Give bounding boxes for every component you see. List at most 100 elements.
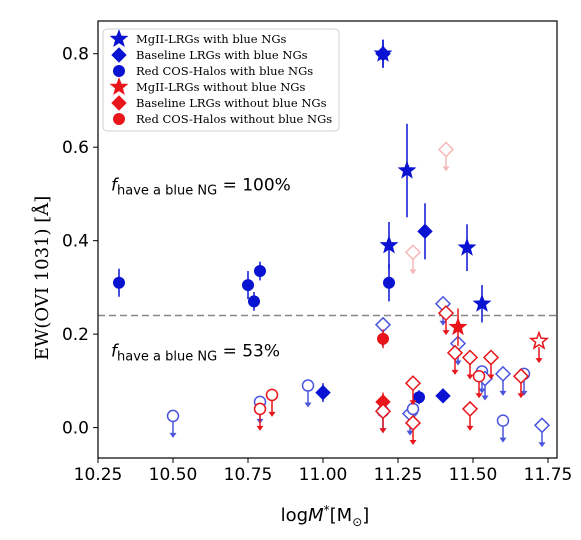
- x-tick-label: 10.75: [224, 465, 273, 485]
- data-point: [472, 293, 492, 312]
- upper-limit-point: [404, 414, 422, 432]
- upper-limit-arrowhead: [409, 439, 417, 445]
- series-red-cos-halos-with-blue-ngs: [113, 261, 425, 405]
- fraction-annotation-high: fhave a blue NG = 100%: [111, 176, 291, 199]
- upper-limit-point: [461, 349, 479, 366]
- legend-marker: [111, 47, 127, 63]
- upper-limit-point: [472, 369, 486, 383]
- upper-limit-point: [461, 400, 479, 417]
- data-point: [377, 332, 389, 345]
- data-point: [248, 295, 260, 308]
- upper-limit-point: [533, 417, 551, 434]
- upper-limit-arrowhead: [538, 442, 546, 448]
- data-point: [383, 276, 395, 289]
- upper-limit-arrowhead: [475, 393, 483, 399]
- data-point: [379, 235, 399, 254]
- upper-limit-point: [437, 305, 455, 322]
- series-red-cos-halos-without-blue-ngs: [377, 329, 389, 349]
- upper-limit-arrowhead: [409, 400, 417, 406]
- y-tick-label: 0.4: [62, 232, 89, 252]
- annotation-100: fhave a blue NG = 100%: [111, 176, 291, 199]
- x-tick-label: 10.25: [74, 465, 123, 485]
- upper-limit-arrowhead: [304, 402, 312, 408]
- x-tick-label: 11.50: [449, 465, 498, 485]
- x-axis-label: logM*[M⊙]: [281, 503, 370, 529]
- upper-limit-point: [496, 414, 510, 427]
- x-tick-label: 11.75: [524, 465, 573, 485]
- plot-frame: [97, 20, 558, 459]
- data-point: [242, 279, 254, 292]
- annotation-53: fhave a blue NG = 53%: [111, 342, 280, 365]
- upper-limit-arrowhead: [454, 360, 462, 366]
- data-point: [457, 237, 477, 256]
- x-tick-label: 10.50: [149, 465, 198, 485]
- upper-limit-arrowhead: [451, 369, 459, 375]
- upper-limit-arrowhead: [406, 430, 414, 436]
- upper-limit-arrowhead: [442, 166, 450, 172]
- y-tick-label: 0.2: [62, 325, 89, 345]
- plot-area: [98, 39, 557, 448]
- upper-limit-arrowhead: [487, 374, 495, 380]
- data-point: [448, 317, 468, 336]
- series-faint-upper-limits: [404, 141, 455, 275]
- y-tick-label: 0.6: [62, 138, 89, 158]
- x-tick-label: 11.25: [374, 465, 423, 485]
- upper-limit-point: [528, 330, 550, 350]
- upper-limit-point: [301, 379, 315, 392]
- data-points: [113, 39, 551, 448]
- upper-limit-arrowhead: [499, 390, 507, 396]
- upper-limit-point: [253, 402, 267, 416]
- upper-limit-arrowhead: [169, 432, 177, 438]
- legend-entry-label: MgII-LRGs with blue NGs: [136, 32, 287, 46]
- y-tick-label: 0.8: [62, 45, 89, 65]
- series-mgii-lrgs-without-blue-ngs: [448, 308, 468, 346]
- data-point: [397, 160, 417, 179]
- upper-limit-arrowhead: [499, 437, 507, 443]
- data-point: [417, 223, 433, 240]
- upper-limit-point: [494, 365, 512, 382]
- x-tick-label: 11.00: [299, 465, 348, 485]
- fraction-annotation-low: fhave a blue NG = 53%: [111, 342, 280, 365]
- upper-limit-arrowhead: [379, 428, 387, 434]
- data-point: [113, 276, 125, 289]
- legend-entry-label: Red COS-Halos with blue NGs: [136, 64, 313, 78]
- upper-limit-arrowhead: [478, 388, 486, 394]
- upper-limit-point: [404, 244, 422, 261]
- legend-entry-label: Red COS-Halos without blue NGs: [136, 112, 332, 126]
- upper-limit-point: [374, 403, 392, 420]
- upper-limit-arrowhead: [466, 425, 474, 431]
- upper-limit-arrowhead: [481, 395, 489, 401]
- upper-limit-arrowhead: [409, 269, 417, 275]
- upper-limit-point: [446, 344, 464, 361]
- legend-marker: [109, 29, 129, 48]
- data-point: [375, 46, 391, 62]
- legend-entry-label: Baseline LRGs without blue NGs: [136, 96, 327, 110]
- upper-limit-arrowhead: [466, 374, 474, 380]
- upper-limit-point: [166, 409, 180, 423]
- legend-box: [102, 28, 340, 132]
- upper-limit-arrowhead: [256, 425, 264, 431]
- legend-marker: [113, 113, 125, 125]
- data-point: [315, 384, 331, 401]
- upper-limit-arrowhead: [268, 411, 276, 417]
- series-blue-ng-upper-limits: [166, 295, 551, 448]
- upper-limit-point: [512, 368, 530, 385]
- data-point: [254, 265, 266, 278]
- series-baseline-lrgs-with-blue-ngs: [315, 39, 451, 404]
- upper-limit-arrowhead: [442, 330, 450, 336]
- upper-limit-arrowhead: [517, 393, 525, 399]
- axis-ticks: 10.25 10.50 10.75 11.00 11.25 11.50 11.75 0.0 0.…: [62, 45, 572, 485]
- series-red-ng-upper-limits: [253, 305, 550, 445]
- y-axis-label: EW(OVI 1031) [Å]: [31, 196, 53, 361]
- legend-entry-label: MgII-LRGs without blue NGs: [136, 80, 305, 94]
- upper-limit-point: [482, 349, 500, 366]
- legend-entry-label: Baseline LRGs with blue NGs: [136, 48, 308, 62]
- upper-limit-point: [437, 141, 455, 158]
- legend: MgII-LRGs with blue NGs Baseline LRGs wit…: [102, 28, 340, 132]
- upper-limit-point: [404, 375, 422, 392]
- legend-marker: [109, 77, 129, 96]
- data-point: [435, 388, 451, 404]
- upper-limit-arrowhead: [535, 358, 543, 364]
- upper-limit-point: [265, 388, 279, 402]
- upper-limit-arrowhead: [439, 320, 447, 326]
